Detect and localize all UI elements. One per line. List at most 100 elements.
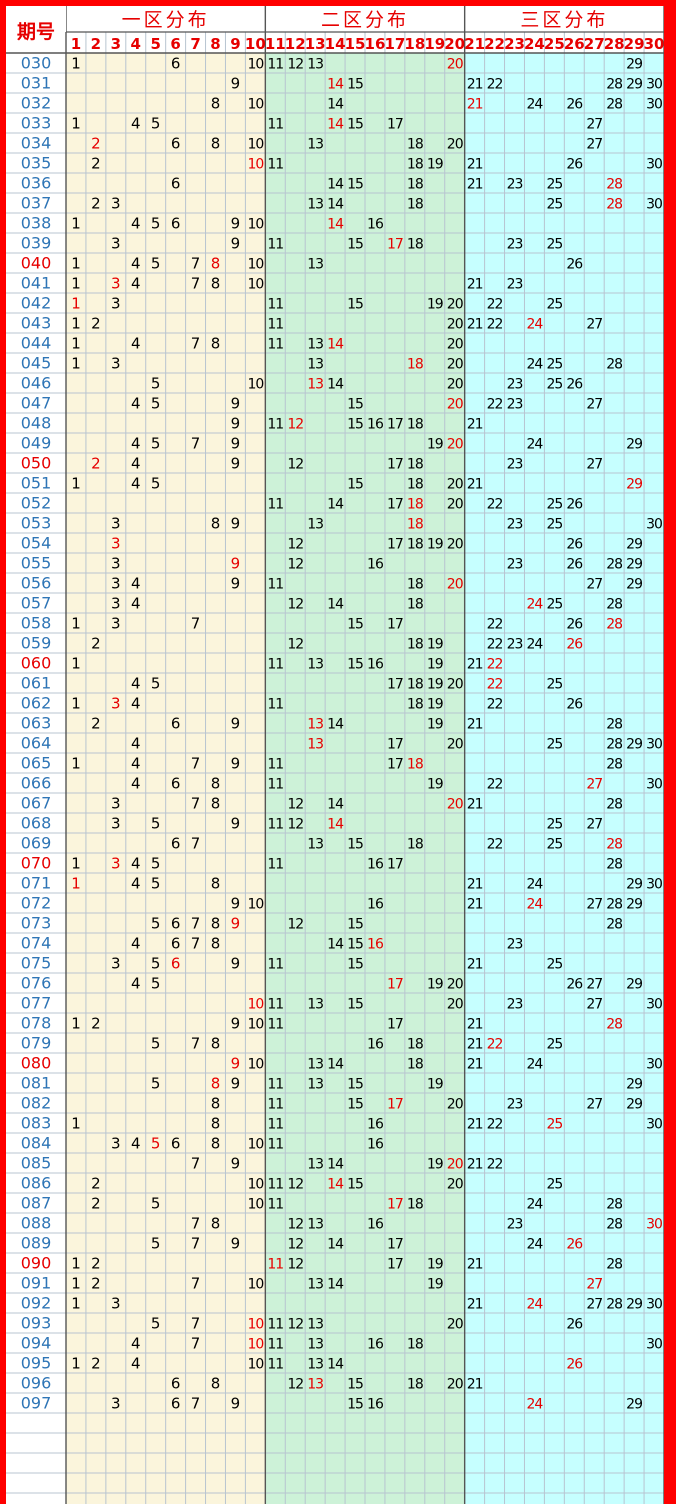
number-cell: 26 [566, 637, 583, 653]
number-cell: 5 [151, 395, 161, 413]
number-cell: 4 [131, 215, 141, 233]
number-cell: 27 [586, 397, 602, 413]
period-030: 030 [21, 54, 52, 73]
number-cell: 6 [171, 215, 181, 233]
number-cell: 20 [447, 337, 463, 353]
number-cell: 10 [247, 1057, 263, 1073]
number-cell: 5 [151, 975, 161, 993]
number-cell: 13 [307, 1317, 323, 1333]
period-083: 083 [21, 1114, 52, 1133]
period-051: 051 [21, 474, 52, 493]
number-cell: 22 [487, 837, 503, 853]
number-cell: 3 [111, 555, 121, 573]
number-cell: 27 [586, 317, 602, 333]
number-cell: 17 [387, 117, 403, 133]
number-cell: 11 [267, 317, 283, 333]
number-cell: 5 [151, 255, 161, 273]
number-cell: 17 [387, 857, 403, 873]
number-cell: 9 [231, 955, 241, 973]
number-cell: 25 [546, 817, 562, 833]
number-cell: 20 [447, 377, 463, 393]
number-cell: 3 [111, 1135, 121, 1153]
period-094: 094 [21, 1334, 52, 1353]
number-cell: 8 [211, 795, 221, 813]
number-cell: 21 [467, 1257, 483, 1273]
number-cell: 8 [211, 95, 221, 113]
number-cell: 24 [527, 1057, 544, 1073]
period-034: 034 [21, 134, 52, 153]
number-cell: 19 [427, 697, 443, 713]
number-cell: 15 [347, 617, 363, 633]
number-cell: 4 [131, 675, 141, 693]
number-cell: 21 [467, 77, 483, 93]
number-cell: 11 [267, 497, 283, 513]
number-cell: 23 [507, 1217, 523, 1233]
number-cell: 12 [287, 557, 303, 573]
number-cell: 15 [347, 297, 363, 313]
number-cell: 7 [191, 1395, 201, 1413]
number-cell: 13 [307, 1277, 323, 1293]
number-cell: 6 [171, 935, 181, 953]
number-cell: 22 [487, 617, 503, 633]
number-cell: 2 [91, 715, 101, 733]
number-cell: 21 [467, 957, 483, 973]
period-089: 089 [21, 1234, 52, 1253]
number-cell: 19 [427, 157, 443, 173]
number-cell: 19 [427, 977, 443, 993]
number-cell: 1 [71, 295, 81, 313]
number-cell: 11 [267, 997, 283, 1013]
number-cell: 17 [387, 1197, 403, 1213]
number-cell: 1 [71, 1255, 81, 1273]
number-cell: 6 [171, 1395, 181, 1413]
number-cell: 2 [91, 455, 101, 473]
number-cell: 17 [387, 417, 403, 433]
number-cell: 11 [267, 57, 283, 73]
number-cell: 2 [91, 1275, 101, 1293]
number-cell: 9 [231, 915, 241, 933]
period-079: 079 [21, 1034, 52, 1053]
number-cell: 24 [527, 637, 544, 653]
column-header-19: 19 [424, 35, 445, 53]
number-cell: 1 [71, 655, 81, 673]
number-cell: 8 [211, 875, 221, 893]
number-cell: 26 [566, 257, 583, 273]
period-043: 043 [21, 314, 52, 333]
number-cell: 10 [247, 157, 263, 173]
number-cell: 11 [267, 1257, 283, 1273]
number-cell: 9 [231, 1015, 241, 1033]
number-cell: 30 [646, 157, 662, 173]
number-cell: 19 [427, 297, 443, 313]
number-cell: 8 [211, 915, 221, 933]
number-cell: 23 [507, 937, 523, 953]
number-cell: 29 [626, 1077, 642, 1093]
number-cell: 3 [111, 815, 121, 833]
number-cell: 18 [407, 537, 423, 553]
period-088: 088 [21, 1214, 52, 1233]
number-cell: 5 [151, 1035, 161, 1053]
number-cell: 1 [71, 615, 81, 633]
period-055: 055 [21, 554, 52, 573]
number-cell: 14 [327, 1357, 344, 1373]
number-cell: 22 [487, 397, 503, 413]
number-cell: 29 [626, 577, 642, 593]
number-cell: 16 [367, 1397, 384, 1413]
period-059: 059 [21, 634, 52, 653]
number-cell: 18 [407, 157, 423, 173]
period-052: 052 [21, 494, 52, 513]
number-cell: 22 [487, 637, 503, 653]
number-cell: 18 [407, 1057, 423, 1073]
period-086: 086 [21, 1174, 52, 1193]
number-cell: 14 [327, 177, 344, 193]
number-cell: 16 [367, 217, 384, 233]
number-cell: 11 [267, 1097, 283, 1113]
number-cell: 21 [467, 97, 483, 113]
number-cell: 11 [267, 1117, 283, 1133]
number-cell: 13 [307, 517, 323, 533]
number-cell: 7 [191, 1235, 201, 1253]
period-092: 092 [21, 1294, 52, 1313]
number-cell: 15 [347, 1097, 363, 1113]
number-cell: 23 [507, 517, 523, 533]
number-cell: 8 [211, 1095, 221, 1113]
column-header-23: 23 [504, 35, 525, 53]
